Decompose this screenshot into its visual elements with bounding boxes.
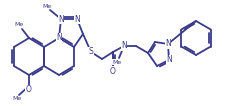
Text: S: S: [89, 47, 93, 56]
Text: Me: Me: [112, 59, 122, 64]
Text: N: N: [56, 33, 62, 43]
Text: O: O: [26, 86, 32, 95]
Text: N: N: [74, 15, 80, 24]
Text: N: N: [121, 42, 127, 50]
Text: N: N: [58, 15, 64, 24]
Text: N: N: [165, 40, 171, 49]
Text: O: O: [110, 66, 116, 75]
Text: Me: Me: [12, 96, 22, 102]
Text: N: N: [166, 56, 172, 64]
Text: Me: Me: [14, 22, 24, 27]
Text: Me: Me: [42, 3, 52, 8]
